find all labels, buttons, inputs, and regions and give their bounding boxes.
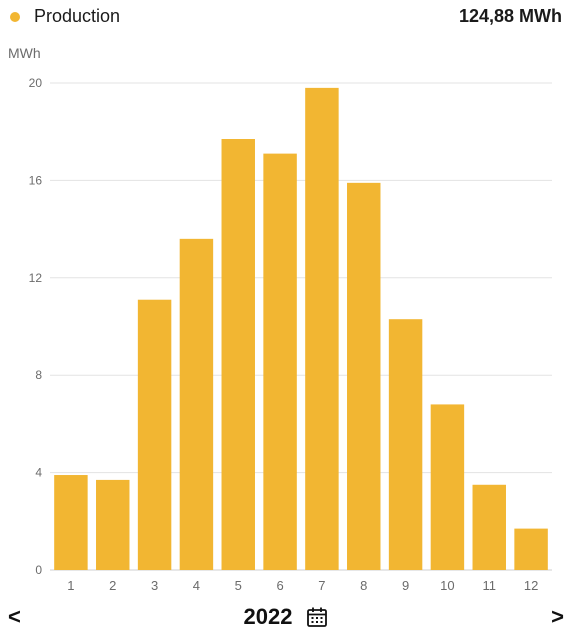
y-tick-label: 8 bbox=[35, 368, 42, 382]
y-tick-label: 0 bbox=[35, 563, 42, 577]
bar-month-6[interactable] bbox=[263, 153, 297, 571]
x-tick-label: 1 bbox=[67, 578, 74, 593]
y-tick-label: 4 bbox=[35, 466, 42, 480]
bar-month-5[interactable] bbox=[221, 139, 255, 570]
x-tick-label: 4 bbox=[193, 578, 200, 593]
x-tick-label: 6 bbox=[276, 578, 283, 593]
x-tick-label: 10 bbox=[440, 578, 454, 593]
x-tick-label: 8 bbox=[360, 578, 367, 593]
y-tick-label: 16 bbox=[29, 173, 43, 187]
y-axis-label: MWh bbox=[8, 45, 41, 61]
x-tick-label: 12 bbox=[524, 578, 538, 593]
bar-month-7[interactable] bbox=[305, 87, 339, 571]
legend: Production bbox=[10, 6, 120, 27]
x-tick-label: 5 bbox=[235, 578, 242, 593]
year-selector: 2022 bbox=[0, 604, 572, 630]
year-label[interactable]: 2022 bbox=[243, 604, 293, 629]
bar-month-2[interactable] bbox=[96, 479, 130, 570]
calendar-icon[interactable] bbox=[306, 606, 328, 628]
bar-month-9[interactable] bbox=[388, 319, 423, 570]
x-tick-label: 2 bbox=[109, 578, 116, 593]
y-tick-label: 20 bbox=[29, 76, 43, 90]
bar-month-10[interactable] bbox=[430, 404, 465, 570]
legend-label: Production bbox=[34, 6, 121, 26]
x-tick-label: 3 bbox=[151, 578, 158, 593]
x-tick-label: 7 bbox=[318, 578, 325, 593]
bar-month-4[interactable] bbox=[179, 238, 214, 570]
bar-month-12[interactable] bbox=[514, 528, 548, 570]
bar-month-11[interactable] bbox=[472, 484, 506, 570]
y-tick-label: 12 bbox=[29, 271, 43, 285]
bar-month-1[interactable] bbox=[54, 475, 88, 570]
x-tick-label: 9 bbox=[402, 578, 409, 593]
total-production: 124,88 MWh bbox=[458, 6, 562, 26]
bar-month-3[interactable] bbox=[137, 299, 172, 570]
bar-month-8[interactable] bbox=[347, 182, 381, 570]
previous-year-button[interactable]: < bbox=[8, 604, 21, 629]
dot-icon bbox=[10, 11, 20, 22]
next-year-button[interactable]: > bbox=[551, 604, 564, 629]
x-tick-label: 11 bbox=[483, 578, 497, 593]
